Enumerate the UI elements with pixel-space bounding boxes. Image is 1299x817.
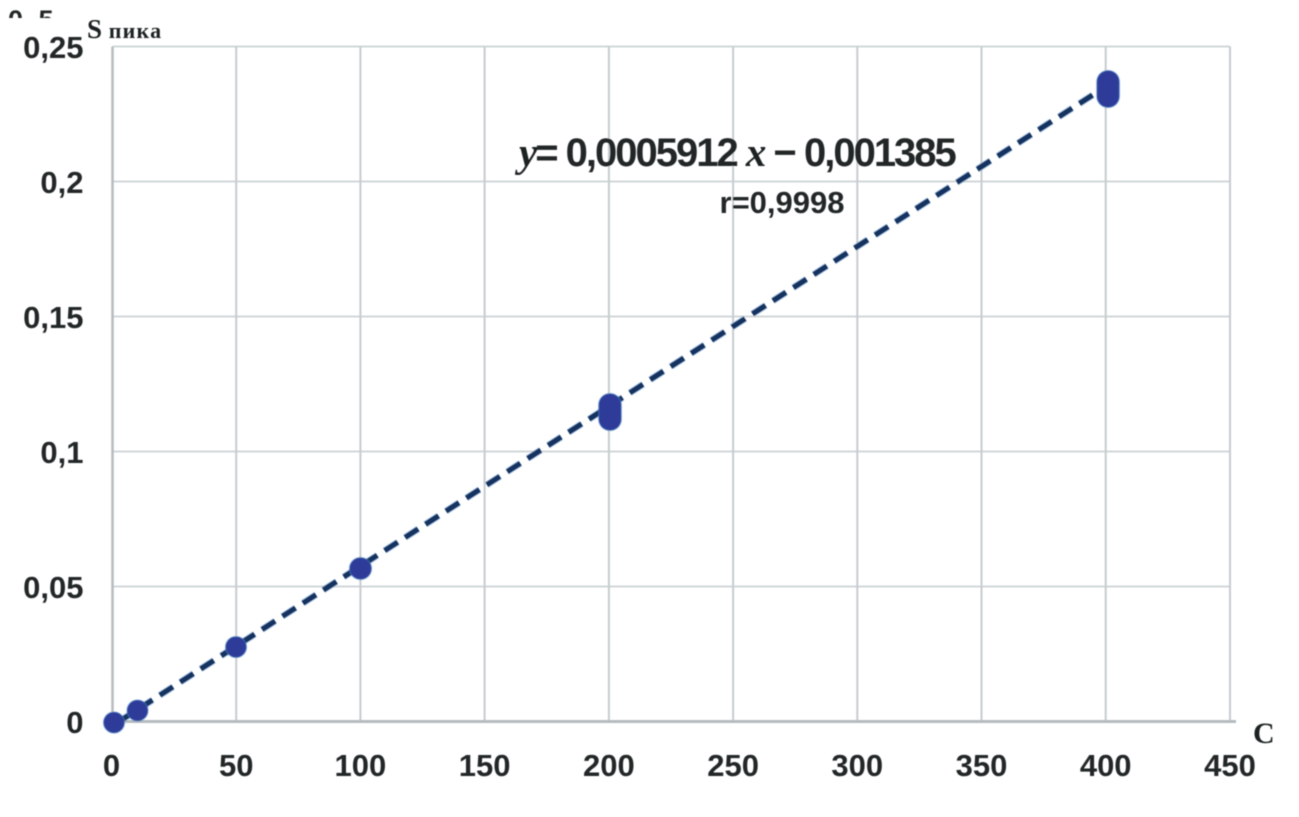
svg-text:450: 450 xyxy=(1204,748,1256,783)
svg-text:350: 350 xyxy=(956,748,1008,783)
svg-text:0,15: 0,15 xyxy=(23,300,83,335)
svg-text:0: 0 xyxy=(103,748,120,783)
svg-text:200: 200 xyxy=(583,748,635,783)
svg-text:250: 250 xyxy=(707,748,759,783)
svg-text:0,25: 0,25 xyxy=(23,30,83,65)
svg-text:0: 0 xyxy=(66,705,83,740)
svg-text:0,5: 0,5 xyxy=(8,5,58,35)
svg-text:100: 100 xyxy=(335,748,387,783)
svg-text:y= 0,0005912 x − 0,001385: y= 0,0005912 x − 0,001385 xyxy=(514,129,957,175)
svg-text:0,05: 0,05 xyxy=(23,570,83,605)
svg-text:0,2: 0,2 xyxy=(40,165,83,200)
svg-text:400: 400 xyxy=(1080,748,1132,783)
svg-text:S пика: S пика xyxy=(87,14,162,44)
svg-text:С: С xyxy=(1253,717,1275,750)
svg-text:300: 300 xyxy=(831,748,883,783)
svg-text:0,1: 0,1 xyxy=(40,435,83,470)
svg-text:150: 150 xyxy=(459,748,511,783)
svg-text:r=0,9998: r=0,9998 xyxy=(720,185,845,220)
svg-text:50: 50 xyxy=(219,748,253,783)
